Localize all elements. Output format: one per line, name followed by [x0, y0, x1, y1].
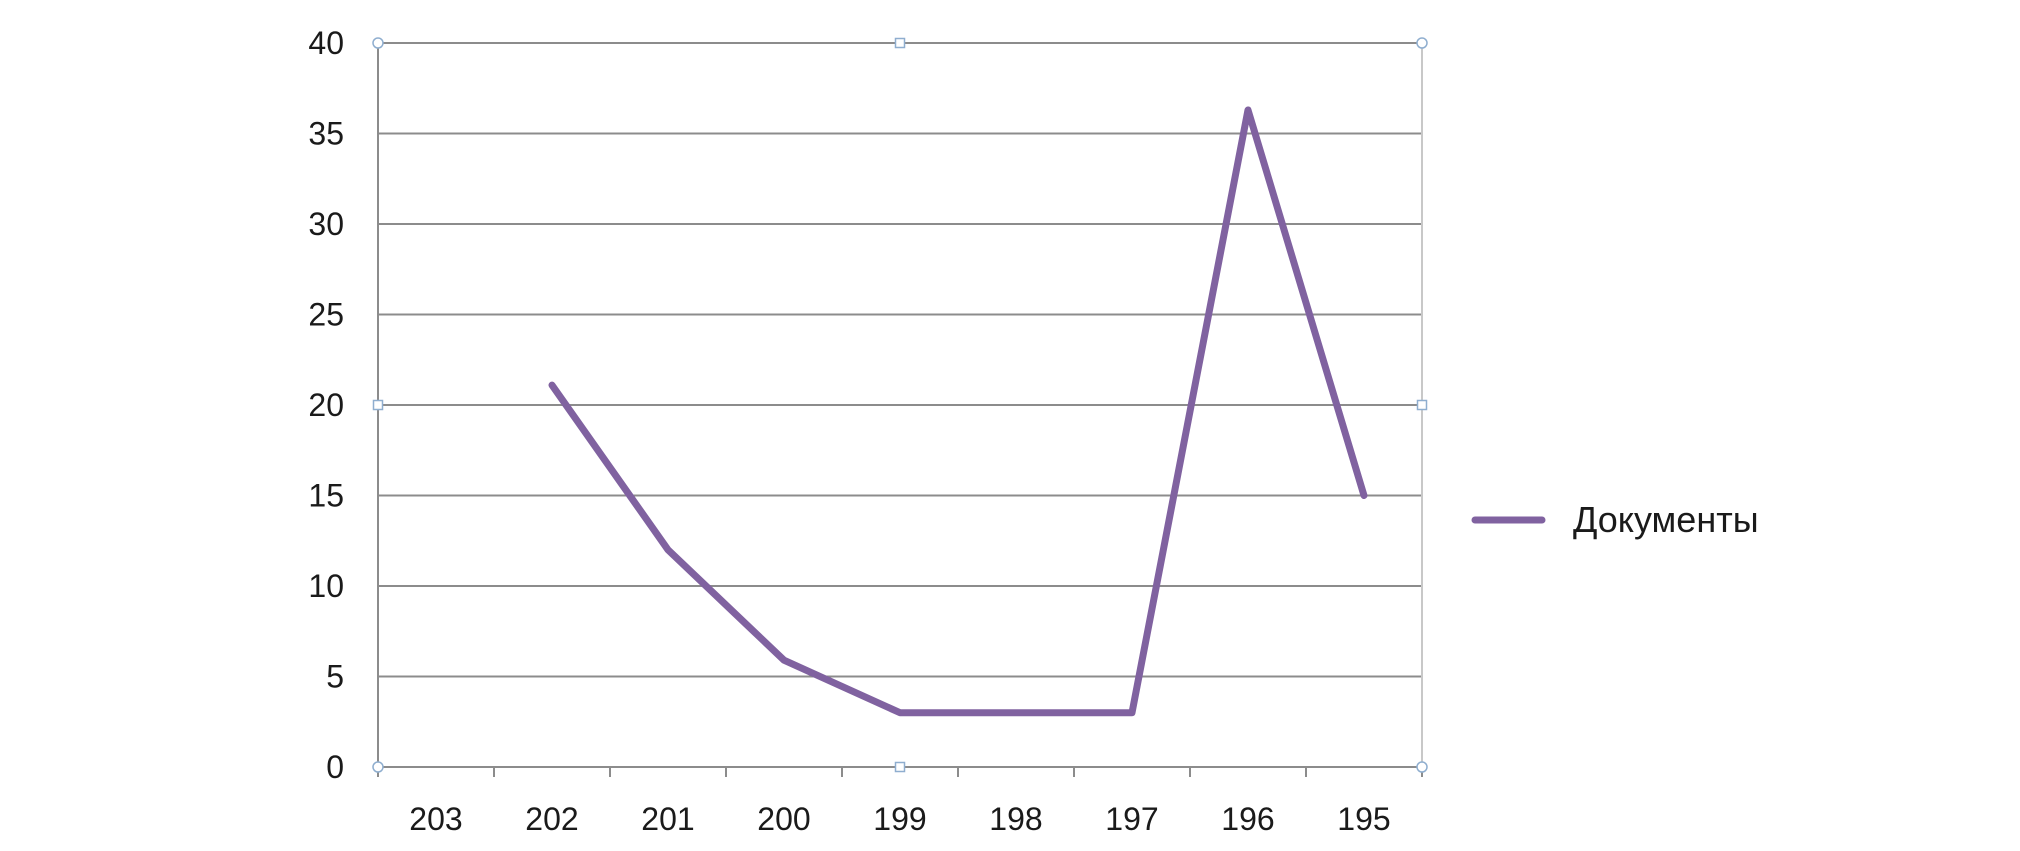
y-tick-label: 35 — [308, 116, 344, 152]
y-tick-label: 10 — [308, 568, 344, 604]
y-tick-label: 30 — [308, 206, 344, 242]
selection-handle[interactable] — [894, 37, 906, 49]
x-tick-label: 203 — [409, 801, 462, 837]
selection-handle[interactable] — [372, 37, 384, 49]
y-tick-label: 40 — [308, 25, 344, 61]
y-axis-ticks: 0 5 10 15 20 25 30 35 40 — [308, 25, 344, 785]
selection-handle[interactable] — [1416, 37, 1428, 49]
selection-handle[interactable] — [1416, 399, 1428, 411]
x-tick-label: 200 — [757, 801, 810, 837]
y-tick-label: 25 — [308, 297, 344, 333]
y-tick-label: 0 — [326, 749, 344, 785]
x-tick-label: 197 — [1105, 801, 1158, 837]
x-tick-label: 198 — [989, 801, 1042, 837]
selection-handle[interactable] — [1416, 761, 1428, 773]
x-tick-label: 196 — [1221, 801, 1274, 837]
x-tick-label: 201 — [641, 801, 694, 837]
axes — [377, 43, 1423, 777]
gridlines — [378, 42, 1422, 678]
legend-label: Документы — [1573, 499, 1759, 540]
selection-handle[interactable] — [894, 761, 906, 773]
series-line — [548, 106, 1368, 717]
selection-handles — [372, 37, 1428, 773]
x-tick-label: 202 — [525, 801, 578, 837]
legend: Документы — [1471, 499, 1759, 540]
y-tick-label: 15 — [308, 478, 344, 514]
x-axis-ticks: 203 202 201 200 199 198 197 196 195 — [409, 801, 1390, 837]
selection-handle[interactable] — [372, 761, 384, 773]
x-tick-label: 195 — [1337, 801, 1390, 837]
x-tick-label: 199 — [873, 801, 926, 837]
y-tick-label: 5 — [326, 659, 344, 695]
series-lines — [548, 106, 1368, 717]
selection-handle[interactable] — [372, 399, 384, 411]
y-tick-label: 20 — [308, 387, 344, 423]
